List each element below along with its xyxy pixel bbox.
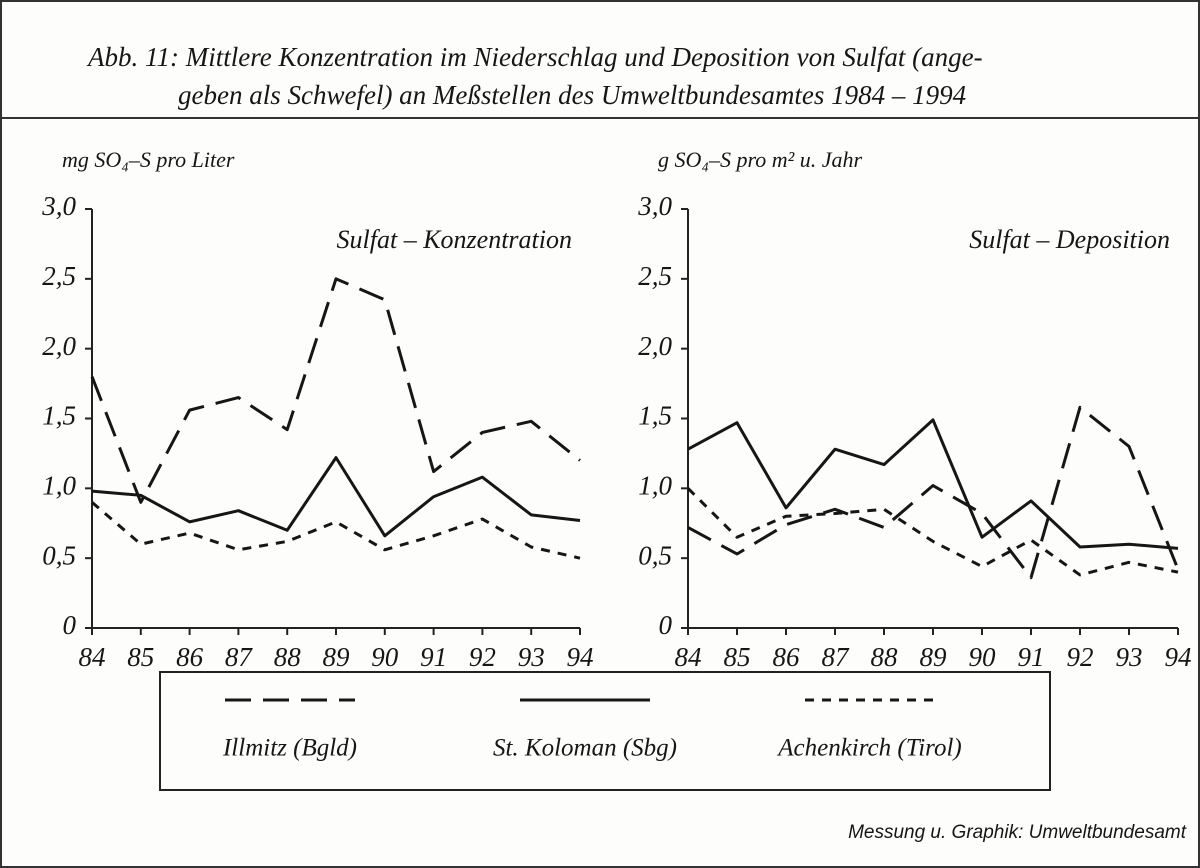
y-tick-label: 1,0	[638, 471, 672, 501]
x-tick-label: 90	[969, 642, 997, 672]
x-tick-label: 93	[1116, 642, 1143, 672]
x-tick-label: 84	[79, 642, 106, 672]
x-tick-label: 86	[176, 642, 204, 672]
y-tick-label: 1,5	[638, 401, 672, 431]
y-tick-label: 0,5	[638, 540, 672, 570]
series-line	[90, 277, 581, 504]
x-tick-label: 93	[518, 642, 545, 672]
chart-title: Sulfat – Deposition	[969, 225, 1170, 254]
x-tick-label: 89	[920, 642, 948, 672]
y-tick-label: 1,0	[42, 471, 76, 501]
y-tick-label: 3,0	[637, 191, 672, 221]
x-tick-label: 87	[225, 642, 254, 672]
x-tick-label: 85	[127, 642, 154, 672]
legend-label: Achenkirch (Tirol)	[776, 735, 962, 762]
legend-label: St. Koloman (Sbg)	[493, 735, 677, 762]
y-tick-label: 1,5	[42, 401, 76, 431]
y-tick-label: 3,0	[41, 191, 76, 221]
series-line	[91, 456, 581, 538]
x-tick-label: 94	[567, 642, 594, 672]
x-tick-label: 91	[420, 642, 447, 672]
series-line	[687, 405, 1180, 580]
y-tick-label: 0	[659, 610, 673, 640]
x-tick-label: 92	[469, 642, 496, 672]
x-tick-label: 88	[274, 642, 302, 672]
y-tick-label: 2,0	[42, 331, 76, 361]
x-tick-label: 90	[371, 642, 399, 672]
x-tick-label: 87	[822, 642, 851, 672]
legend-label: Illmitz (Bgld)	[222, 735, 357, 762]
y-tick-label: 2,5	[42, 261, 76, 291]
x-tick-label: 86	[773, 642, 801, 672]
x-tick-label: 84	[675, 642, 702, 672]
chart-title: Sulfat – Konzentration	[337, 225, 572, 254]
y-tick-label: 0,5	[42, 540, 76, 570]
caption-line: geben als Schwefel) an Meßstellen des Um…	[178, 80, 966, 110]
x-tick-label: 85	[724, 642, 751, 672]
source: Messung u. Graphik: Umweltbundesamt	[848, 822, 1187, 843]
x-tick-label: 92	[1067, 642, 1094, 672]
y-tick-label: 2,5	[638, 261, 672, 291]
x-tick-label: 94	[1165, 642, 1192, 672]
axis-label: mg SO₄–S pro Liter	[62, 147, 235, 172]
series-line	[686, 487, 1179, 577]
x-tick-label: 91	[1018, 642, 1045, 672]
series-line	[91, 501, 581, 560]
legend-box	[159, 671, 1051, 791]
y-tick-label: 0	[63, 610, 77, 640]
x-tick-label: 89	[323, 642, 351, 672]
caption-line: Abb. 11: Mittlere Konzentration im Niede…	[86, 42, 983, 72]
axis-label: g SO₄–S pro m² u. Jahr	[658, 147, 863, 172]
y-tick-label: 2,0	[638, 331, 672, 361]
series-line	[687, 418, 1179, 550]
x-tick-label: 88	[871, 642, 899, 672]
